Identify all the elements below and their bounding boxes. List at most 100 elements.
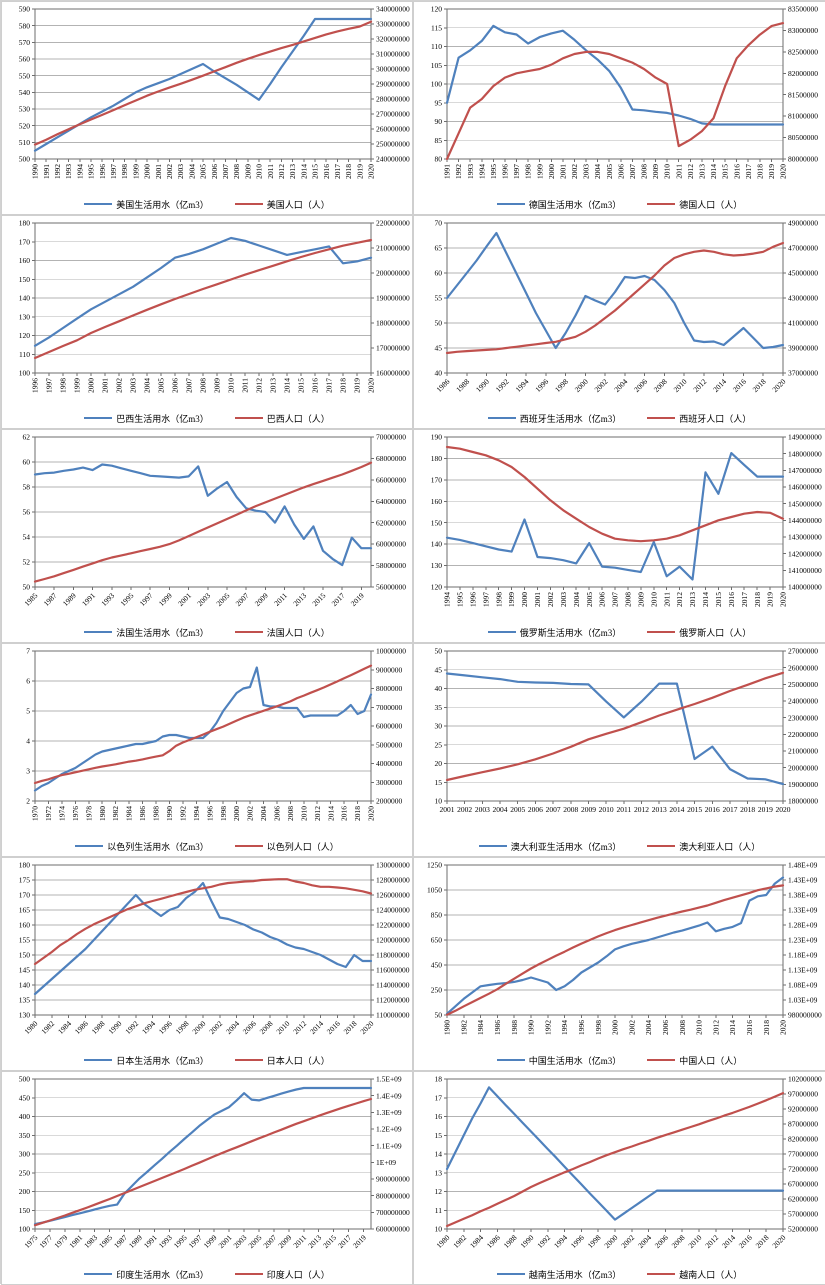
australia-legend: 澳大利亚生活用水（亿m3） 澳大利亚人口（人）	[413, 835, 825, 857]
legend-entry: 印度人口（人）	[234, 1268, 330, 1281]
australia-water-line	[445, 672, 785, 786]
right-axis-label: 145000000	[788, 499, 822, 508]
gridlines	[35, 25, 371, 143]
x-axis-label: 2005	[605, 164, 614, 179]
legend-entry: 澳大利亚生活用水（亿m3）	[478, 840, 621, 853]
x-axis-label: 1996	[569, 1233, 586, 1250]
legend-entry: 中国人口（人）	[647, 1054, 742, 1067]
right-axis-label: 6000000	[376, 722, 403, 731]
right-axis-label: 128000000	[376, 876, 410, 885]
germany-plot: 1201151101051009590858083500000830000008…	[431, 5, 819, 179]
x-axis-label: 2019	[767, 164, 776, 179]
legend-label: 德国人口（人）	[679, 199, 743, 210]
x-axis-label: 2004	[493, 805, 508, 814]
x-axis-label: 1976	[71, 806, 80, 821]
right-axis-label: 43000000	[788, 294, 818, 303]
left-axis-label: 150	[431, 518, 443, 527]
x-axis-label: 2009	[213, 378, 222, 393]
right-axis-label: 24000000	[788, 697, 818, 706]
left-axis-label: 105	[431, 61, 443, 70]
left-axis-label: 55	[435, 294, 443, 303]
right-axis-label: 81500000	[788, 90, 818, 99]
left-axis-label: 170	[19, 891, 31, 900]
left-axis-label: 54	[23, 533, 31, 542]
right-axis-label: 1.33E+09	[788, 906, 818, 915]
x-axis-label: 2016	[727, 592, 736, 607]
x-axis-label: 1991	[443, 164, 452, 179]
china-legend: 中国生活用水（亿m3） 中国人口（人）	[413, 1049, 825, 1071]
right-axis-label: 67000000	[788, 1180, 818, 1189]
right-axis-label: 3000000	[376, 778, 403, 787]
left-axis: 7 6 5 4 3 2	[26, 647, 35, 806]
india-plot: 500 450 400 350 300 250 200 150 100 1.5E+09 1.4E+0…	[19, 1075, 410, 1250]
x-axis-label: 2012	[313, 806, 322, 821]
france-population-line	[33, 461, 373, 583]
right-axis-label: 52000000	[788, 1225, 818, 1234]
x-axis-label: 1984	[468, 1233, 485, 1250]
x-axis: 1980 1982 1984 1986 1988 1990 1992 1994 1996 1998…	[22, 1015, 376, 1036]
left-axis: 180 170 160 150 140 130 120 110 100	[19, 219, 35, 378]
x-axis-label: 2000	[573, 377, 590, 394]
gridlines	[447, 247, 783, 349]
x-axis-label: 1988	[90, 1019, 107, 1036]
left-axis-label: 1050	[427, 886, 442, 895]
x-axis-label: 1996	[157, 1019, 174, 1036]
left-axis-label: 20	[435, 759, 443, 768]
x-axis-label: 1981	[67, 1233, 84, 1250]
x-axis-label: 2007	[185, 378, 194, 393]
x-axis-label: 2007	[546, 805, 561, 814]
right-axis-label: 210000000	[376, 244, 410, 253]
x-axis-label: 2012	[691, 377, 708, 394]
right-axis-label: 170000000	[376, 344, 410, 353]
x-axis-label: 2004	[644, 1020, 653, 1035]
left-axis-label: 590	[19, 5, 31, 14]
right-axis-label: 83500000	[788, 5, 818, 14]
left-axis-label: 450	[19, 1093, 31, 1102]
legend-entry: 印度生活用水（亿m3）	[84, 1268, 209, 1281]
x-axis-label: 1998	[524, 164, 533, 179]
x-axis-label: 1990	[165, 806, 174, 821]
left-axis-label: 135	[19, 996, 31, 1005]
left-axis-label: 62	[23, 433, 31, 442]
x-axis-label: 2002	[570, 164, 579, 179]
x-axis-label: 1996	[468, 592, 477, 607]
left-axis-label: 100	[19, 1225, 31, 1234]
x-axis: 1996 1997 1998 1999 2000 2001 2002 2003 2004 2005…	[31, 373, 376, 393]
x-axis-label: 2000	[232, 806, 241, 821]
left-axis-label: 60	[435, 269, 443, 278]
legend-entry: 越南生活用水（亿m3）	[496, 1268, 622, 1281]
x-axis-label: 1992	[535, 1233, 552, 1250]
x-axis-label: 2006	[632, 377, 649, 394]
water-legend-line	[478, 844, 507, 848]
left-axis-label: 150	[19, 275, 31, 284]
x-axis-label: 1990	[31, 164, 40, 179]
right-axis-label: 27000000	[788, 647, 818, 656]
plot-border	[34, 650, 372, 802]
water-legend-line	[75, 844, 104, 848]
x-axis-label: 1986	[485, 1233, 502, 1250]
left-axis-label: 120	[19, 331, 31, 340]
x-axis-label: 1974	[57, 806, 66, 821]
x-axis-label: 2014	[711, 377, 728, 394]
x-axis-label: 1987	[112, 1233, 129, 1250]
right-axis-label: 37000000	[788, 369, 818, 378]
legend-label: 越南人口（人）	[679, 1269, 743, 1280]
chart-cell-usa: 590 580 570 560 550 540 530 520 510 500 340000000 3…	[1, 1, 413, 215]
spain-population-line	[445, 241, 785, 355]
x-axis-label: 2008	[232, 164, 241, 179]
legend-entry: 日本人口（人）	[234, 1054, 330, 1067]
right-axis-label: 10000000	[376, 647, 406, 656]
x-axis-label: 2003	[195, 591, 212, 608]
legend-entry: 俄罗斯生活用水（亿m3）	[487, 626, 621, 639]
right-axis-label: 240000000	[376, 155, 410, 164]
france-legend: 法国生活用水（亿m3） 法国人口（人）	[1, 621, 413, 643]
left-axis-label: 10	[435, 1225, 443, 1234]
left-axis-label: 45	[435, 665, 443, 674]
left-axis-label: 150	[19, 1206, 31, 1215]
right-axis-label: 1.43E+09	[788, 876, 818, 885]
left-axis-label: 15	[435, 778, 443, 787]
x-axis-label: 2017	[722, 805, 737, 814]
x-axis-label: 2012	[255, 378, 264, 393]
legend-label: 越南生活用水（亿m3）	[528, 1269, 622, 1280]
left-axis-label: 110	[19, 350, 30, 359]
